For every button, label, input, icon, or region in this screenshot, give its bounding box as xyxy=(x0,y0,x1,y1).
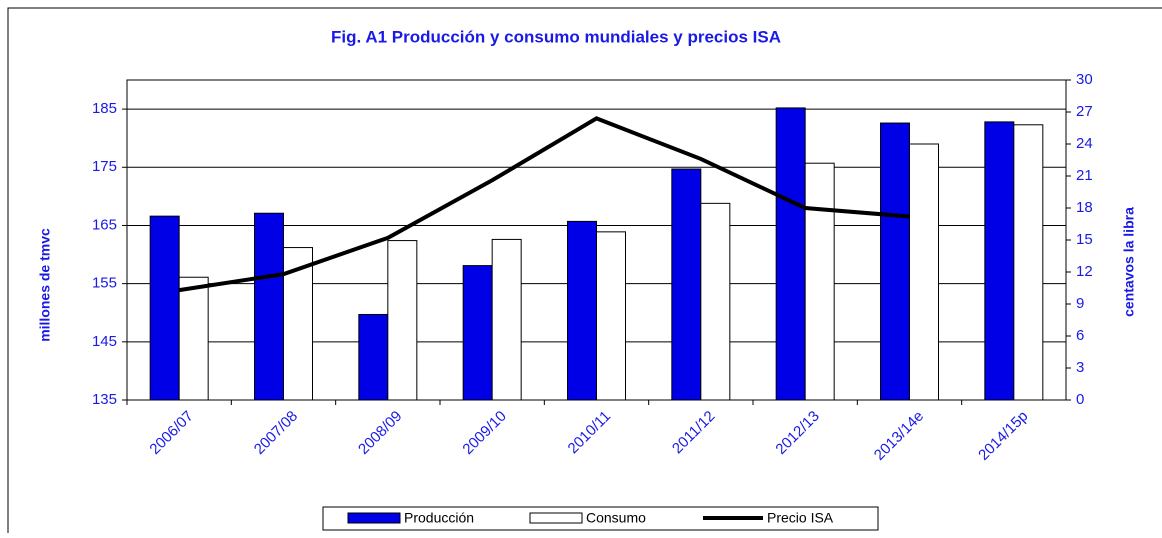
legend-box xyxy=(322,506,879,531)
x-tick-label: 2012/13 xyxy=(772,408,822,458)
legend-swatch xyxy=(529,512,583,524)
y-tick-label: 145 xyxy=(92,333,117,350)
legend-label: Precio ISA xyxy=(767,510,834,526)
y-axis-label: millones de tmvc xyxy=(37,228,53,342)
bar xyxy=(254,212,284,401)
y2-tick-label: 30 xyxy=(1076,71,1093,88)
x-tick-label: 2010/11 xyxy=(565,408,615,458)
y2-tick-label: 0 xyxy=(1076,391,1084,408)
bar xyxy=(149,215,180,401)
bar xyxy=(387,240,418,401)
y2-tick-label: 24 xyxy=(1076,135,1093,152)
bar xyxy=(491,238,522,401)
bar xyxy=(700,202,731,401)
legend-swatch xyxy=(347,512,401,524)
bar xyxy=(775,107,806,401)
x-tick-label: 2006/07 xyxy=(146,408,196,458)
y2-tick-label: 21 xyxy=(1076,167,1093,184)
x-tick-label: 2014/15p xyxy=(975,408,1031,464)
bar xyxy=(671,168,702,401)
y-tick-label: 175 xyxy=(92,158,117,175)
y2-tick-label: 6 xyxy=(1076,327,1084,344)
y2-axis-label: centavos la libra xyxy=(1121,207,1137,317)
x-tick-label: 2011/12 xyxy=(669,408,719,458)
bar xyxy=(358,313,389,401)
frame xyxy=(7,7,1162,538)
bar xyxy=(1013,124,1044,401)
line xyxy=(178,116,910,293)
x-tick-label: 2009/10 xyxy=(459,408,509,458)
y2-tick-label: 15 xyxy=(1076,231,1093,248)
y-tick-label: 155 xyxy=(92,275,117,292)
y-tick-label: 165 xyxy=(92,216,117,233)
y2-tick-label: 27 xyxy=(1076,103,1093,120)
x-tick-label: 2007/08 xyxy=(251,408,301,458)
bar xyxy=(567,220,597,401)
x-tick-label: 2013/14e xyxy=(871,408,927,464)
y-tick-label: 135 xyxy=(92,391,117,408)
y-tick-label: 185 xyxy=(92,100,117,117)
bar xyxy=(909,143,939,401)
y2-tick-label: 12 xyxy=(1076,263,1093,280)
bar xyxy=(984,121,1015,401)
y2-tick-label: 18 xyxy=(1076,199,1093,216)
bar xyxy=(462,265,493,401)
legend-label: Consumo xyxy=(586,510,646,526)
legend-label: Producción xyxy=(404,510,474,526)
x-tick-label: 2008/09 xyxy=(355,408,405,458)
y2-tick-label: 9 xyxy=(1076,295,1084,312)
bar xyxy=(596,231,626,401)
y2-tick-label: 3 xyxy=(1076,359,1084,376)
chart-title: Fig. A1 Producción y consumo mundiales y… xyxy=(331,27,781,46)
bar xyxy=(178,276,209,401)
bar xyxy=(880,122,910,401)
bar xyxy=(804,162,835,401)
